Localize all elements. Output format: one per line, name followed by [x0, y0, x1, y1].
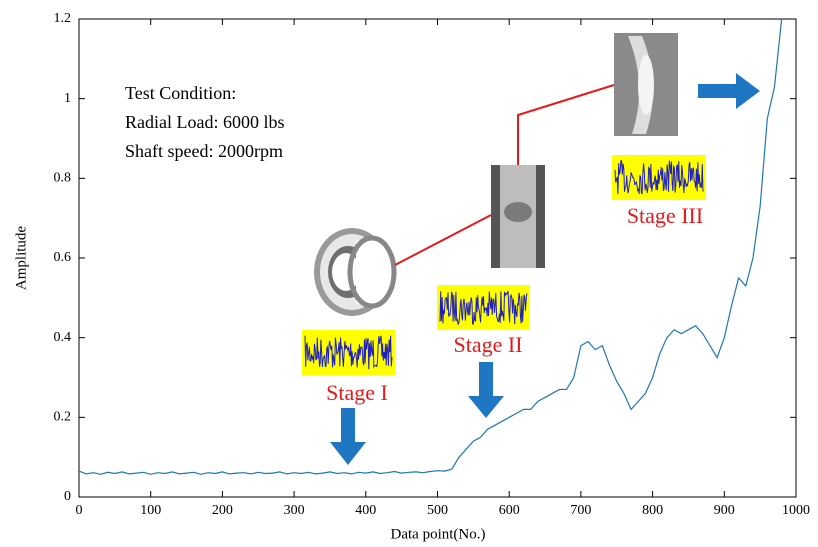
y-tick-label: 1 — [64, 91, 71, 106]
stage-label: Stage II — [453, 332, 522, 357]
x-tick-label: 800 — [642, 503, 663, 518]
bearing-image — [314, 228, 397, 316]
y-tick-label: 0.8 — [54, 171, 72, 186]
x-tick-label: 500 — [427, 503, 448, 518]
data-line — [78, 18, 783, 475]
y-tick-label: 0.6 — [54, 250, 72, 265]
x-tick-label: 200 — [212, 503, 233, 518]
waveform — [614, 160, 704, 195]
defect-photo — [491, 165, 545, 268]
defect-photo — [614, 33, 678, 136]
y-tick-label: 0.4 — [54, 330, 72, 345]
y-tick-label: 0.2 — [54, 410, 72, 425]
x-tick-label: 1000 — [782, 503, 810, 518]
waveform — [439, 290, 528, 326]
stage-label: Stage I — [326, 380, 388, 405]
annotation: Shaft speed: 2000rpm — [125, 141, 283, 161]
x-tick-label: 900 — [714, 503, 735, 518]
arrow — [330, 73, 760, 465]
x-axis-label: Data point(No.) — [391, 526, 486, 542]
x-tick-label: 700 — [570, 503, 591, 518]
x-tick-label: 0 — [76, 503, 83, 518]
connector — [394, 214, 492, 266]
annotation: Test Condition: — [125, 83, 236, 103]
x-tick-label: 600 — [499, 503, 520, 518]
waveform — [304, 335, 393, 370]
stage-label: Stage III — [627, 203, 703, 228]
x-tick-label: 400 — [355, 503, 376, 518]
x-tick-label: 300 — [284, 503, 305, 518]
y-axis-label: Amplitude — [13, 226, 29, 291]
y-tick-label: 1.2 — [54, 11, 72, 26]
x-tick-label: 100 — [140, 503, 161, 518]
annotation: Radial Load: 6000 lbs — [125, 112, 284, 132]
connector — [517, 84, 615, 165]
y-tick-label: 0 — [64, 489, 71, 504]
